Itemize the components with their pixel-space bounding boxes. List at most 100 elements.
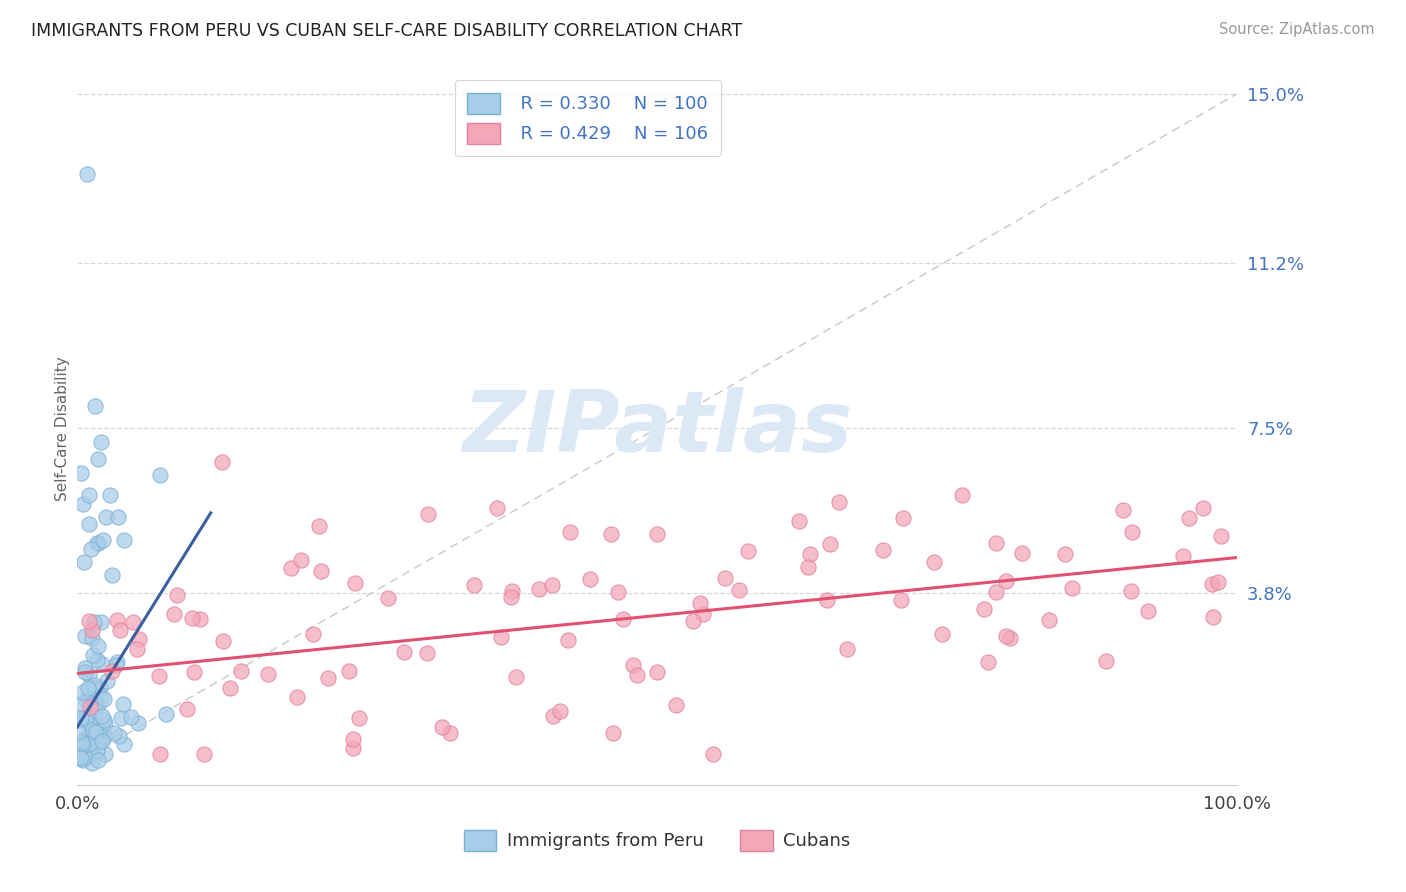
Point [70,697,93,711]
Point [211,633,233,648]
Point [1119,583,1142,598]
Point [67,749,90,764]
Point [93,730,115,744]
Point [308,518,330,533]
Point [541,578,564,592]
Point [548,704,571,718]
Point [76,732,98,747]
Point [1038,613,1060,627]
Point [86,536,108,550]
Point [111,697,134,711]
Text: ZIPatlas: ZIPatlas [463,386,852,470]
Point [183,665,205,679]
Point [984,585,1007,599]
Point [501,583,523,598]
Text: Source: ZipAtlas.com: Source: ZipAtlas.com [1219,22,1375,37]
Point [77,667,100,681]
Point [77,690,100,705]
Point [73,555,96,569]
Point [1173,549,1195,564]
Point [83,678,105,692]
Point [1094,655,1116,669]
Legend: Immigrants from Peru, Cubans: Immigrants from Peru, Cubans [457,822,858,858]
Point [75,665,97,680]
Point [108,623,131,637]
Point [80,746,103,760]
Point [107,510,129,524]
Point [309,565,332,579]
Point [1211,529,1233,543]
Point [83,399,105,413]
Point [439,725,461,739]
Point [87,639,110,653]
Point [193,747,215,761]
Point [73,750,96,764]
Point [645,527,668,541]
Point [87,698,110,712]
Point [80,679,103,693]
Point [344,575,367,590]
Point [1060,581,1083,595]
Point [87,733,110,747]
Point [72,685,94,699]
Point [499,590,522,604]
Point [815,592,838,607]
Point [80,632,103,646]
Point [416,508,439,522]
Point [91,657,114,671]
Point [835,642,858,657]
Point [79,728,101,742]
Point [1206,574,1229,589]
Point [69,751,91,765]
Point [602,725,624,739]
Point [665,698,688,712]
Point [787,514,810,528]
Point [90,732,112,747]
Text: IMMIGRANTS FROM PERU VS CUBAN SELF-CARE DISABILITY CORRELATION CHART: IMMIGRANTS FROM PERU VS CUBAN SELF-CARE … [31,22,742,40]
Point [181,610,204,624]
Point [645,665,668,680]
Point [127,642,149,657]
Point [77,716,100,731]
Point [69,739,91,754]
Point [1112,503,1135,517]
Point [90,434,111,449]
Point [77,709,100,723]
Point [1177,510,1199,524]
Point [82,735,104,749]
Point [377,591,399,605]
Point [72,738,94,752]
Point [280,561,302,575]
Point [76,707,98,722]
Point [578,572,600,586]
Point [70,736,93,750]
Point [83,723,105,738]
Point [87,452,110,467]
Point [84,724,107,739]
Point [67,713,90,727]
Point [79,614,101,628]
Point [606,585,628,599]
Point [1192,500,1215,515]
Point [827,494,849,508]
Point [891,511,914,525]
Point [112,737,135,751]
Point [72,746,94,760]
Point [231,664,253,678]
Point [72,497,94,511]
Point [922,555,945,569]
Point [995,574,1018,589]
Point [190,612,212,626]
Point [96,674,118,689]
Point [121,615,143,629]
Point [80,623,103,637]
Point [80,541,103,556]
Point [714,571,737,585]
Point [84,683,107,698]
Point [219,681,242,695]
Point [797,560,820,574]
Point [93,691,115,706]
Point [105,656,128,670]
Point [69,751,91,765]
Point [77,517,100,532]
